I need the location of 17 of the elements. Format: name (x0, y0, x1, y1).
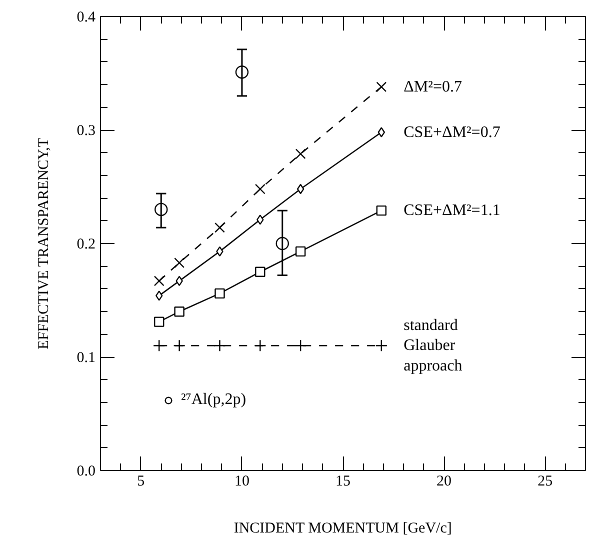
y-tick-label: 0.0 (76, 464, 96, 480)
series-label: CSE+ΔM²=1.1 (404, 202, 500, 220)
y-axis-title: EFFECTIVE TRANSPARENCY,T (36, 138, 52, 350)
y-tick-label: 0.2 (76, 236, 96, 252)
series-label: standard Glauber approach (404, 316, 462, 374)
series-label: CSE+ΔM²=0.7 (404, 124, 500, 141)
x-tick-label: 10 (234, 474, 250, 490)
y-tick-label: 0.3 (76, 123, 96, 139)
legend-label: ²⁷Al(p,2p) (181, 391, 246, 409)
y-tick-label: 0.1 (76, 350, 96, 366)
x-tick-label: 15 (336, 474, 350, 490)
y-tick-label: 0.4 (76, 10, 96, 26)
series-label: ΔM²=0.7 (404, 78, 462, 96)
x-tick-label: 20 (436, 474, 452, 490)
x-tick-label: 25 (538, 474, 553, 490)
x-tick-label: 5 (137, 474, 145, 490)
x-axis-title: INCIDENT MOMENTUM [GeV/c] (234, 520, 452, 536)
